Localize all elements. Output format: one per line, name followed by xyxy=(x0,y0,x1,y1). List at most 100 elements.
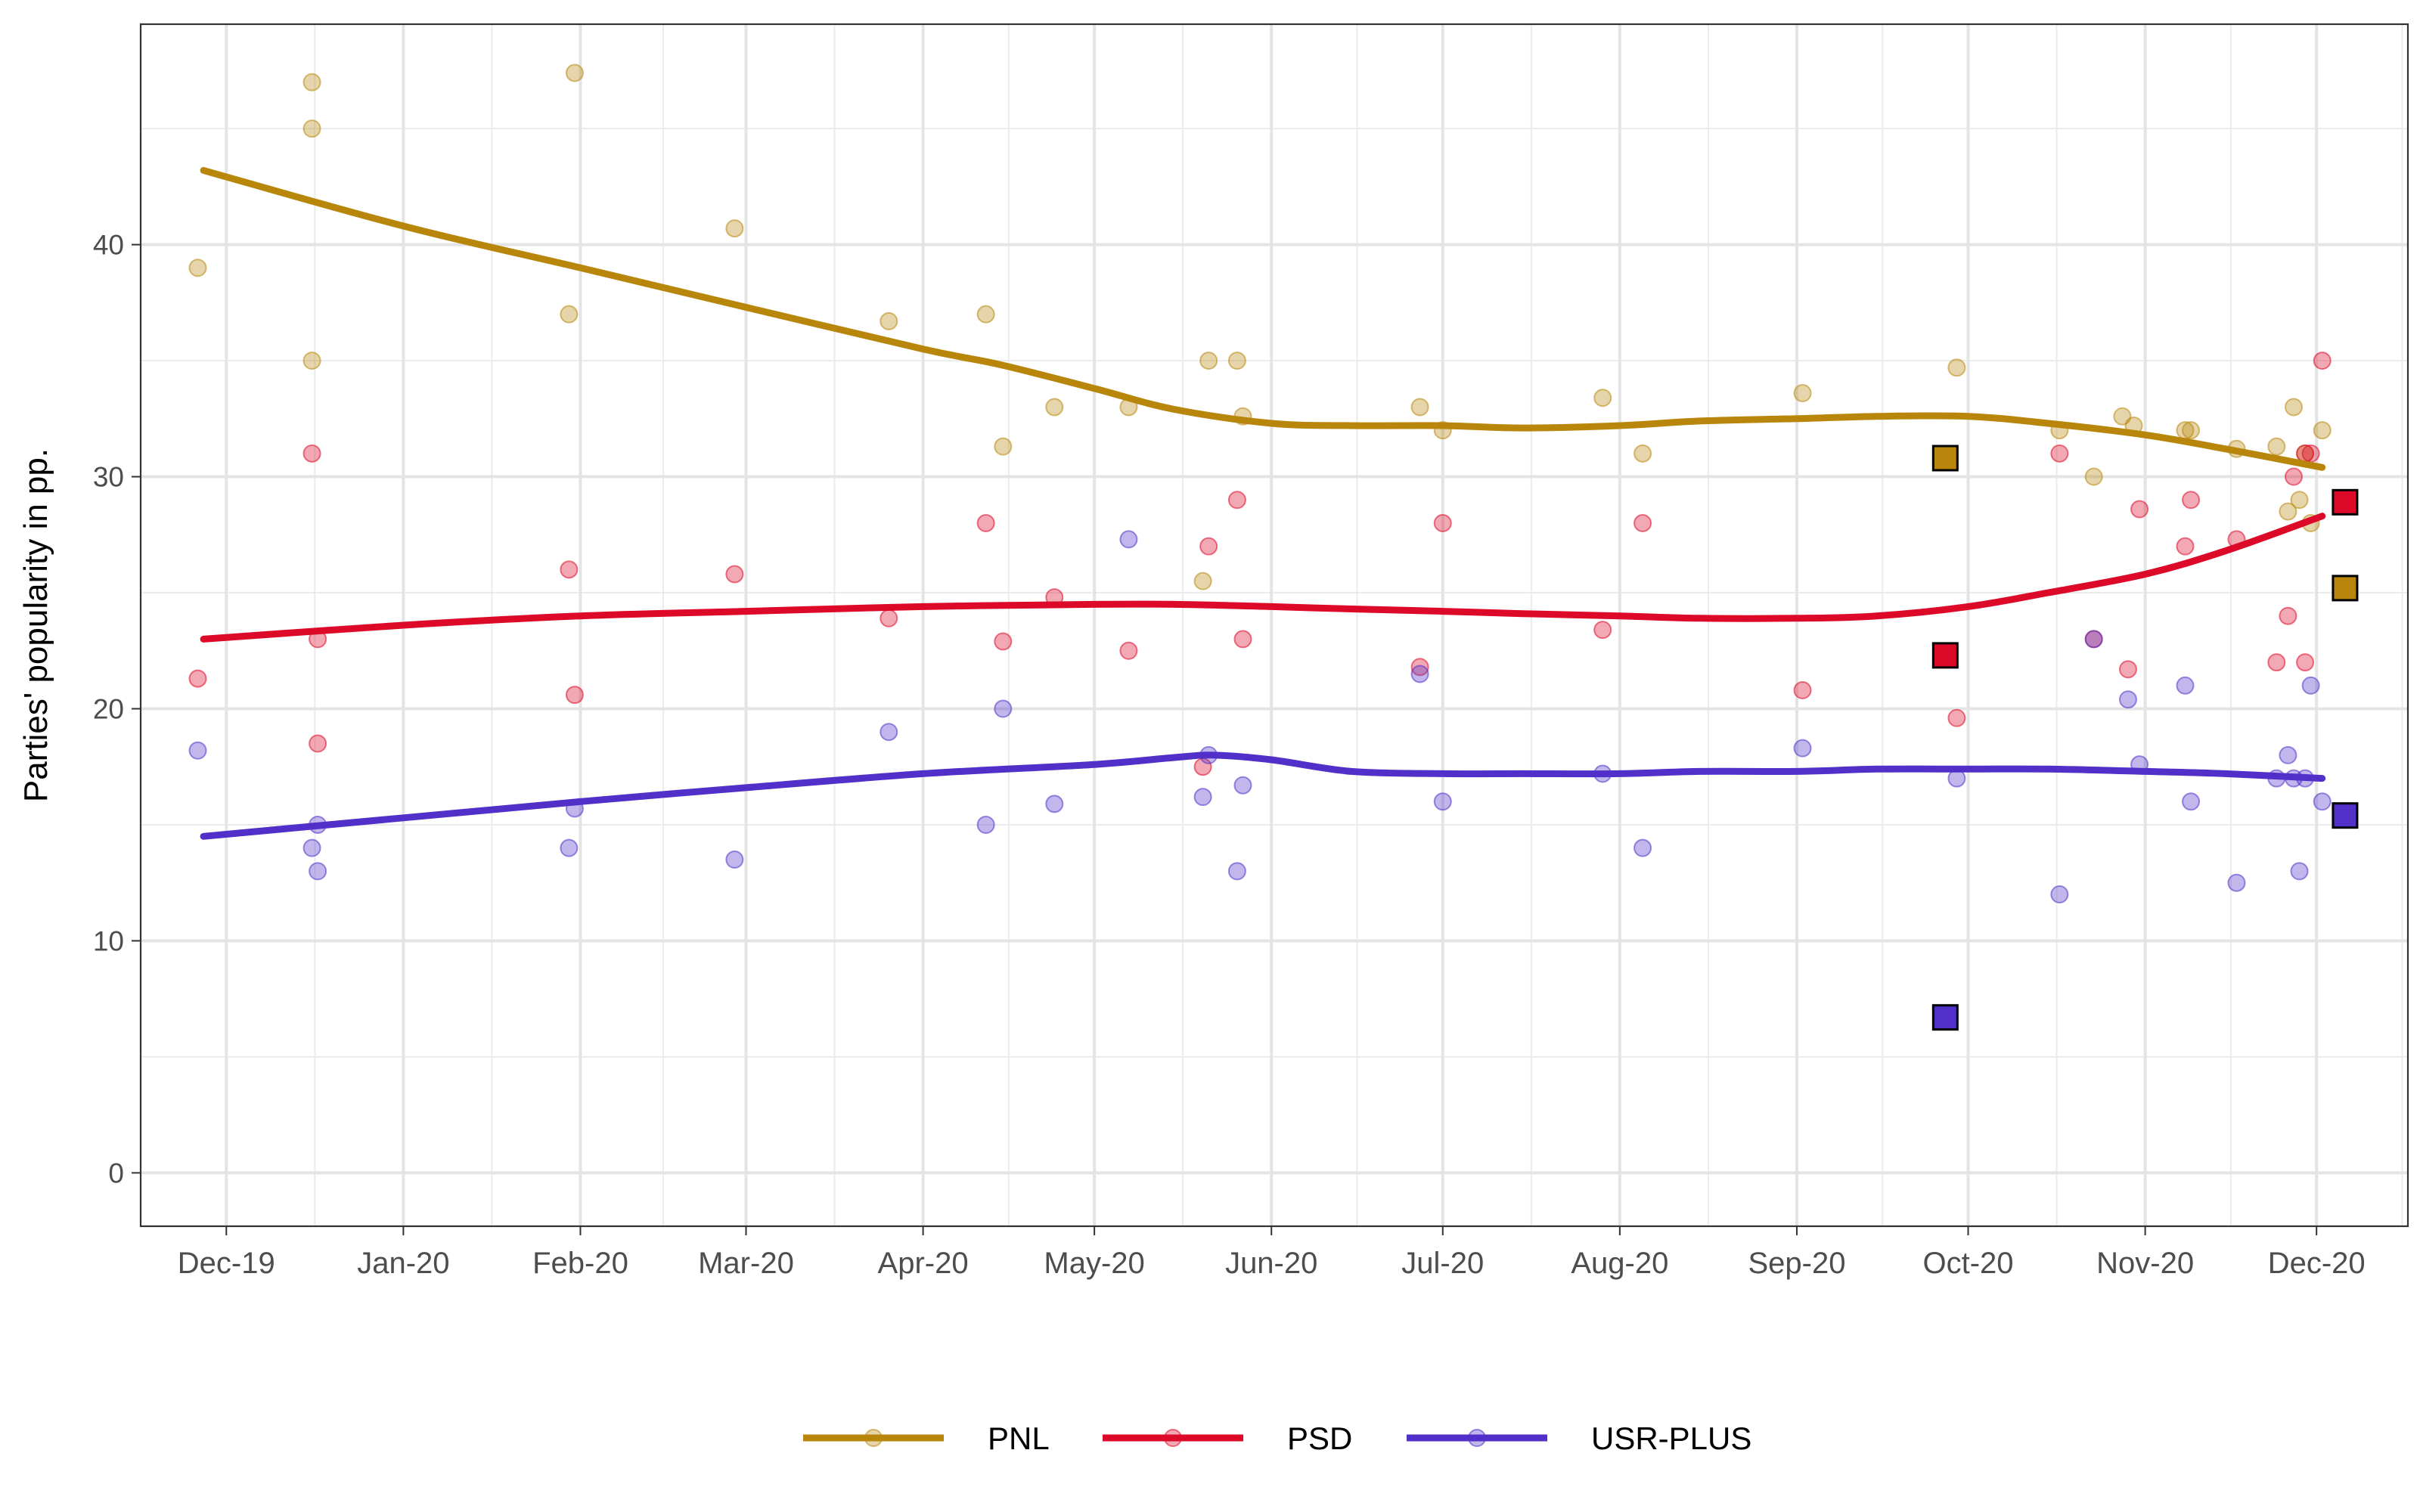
legend-key-point-usr-plus xyxy=(1468,1429,1486,1447)
x-tick-label: May-20 xyxy=(1044,1247,1144,1280)
legend-label-usr-plus: USR-PLUS xyxy=(1591,1421,1751,1456)
poll-point-usr-plus xyxy=(2118,690,2137,709)
poll-point-usr-plus xyxy=(1045,795,1064,813)
x-tick-label: Aug-20 xyxy=(1571,1247,1668,1280)
poll-point-usr-plus xyxy=(880,723,898,742)
poll-point-usr-plus xyxy=(1433,792,1452,811)
result-marker-psd xyxy=(2332,488,2359,516)
poll-point-pnl xyxy=(976,305,995,324)
result-markers xyxy=(1931,445,2359,1031)
poll-point-usr-plus xyxy=(188,741,207,760)
poll-point-psd xyxy=(1227,491,1246,510)
poll-point-usr-plus xyxy=(725,850,744,869)
result-marker-usr-plus xyxy=(1931,1004,1959,1031)
poll-point-usr-plus xyxy=(2176,676,2195,695)
poll-point-psd xyxy=(2267,653,2286,672)
plot-panel-border xyxy=(139,23,2409,1228)
y-tick-label: 0 xyxy=(108,1157,124,1188)
poll-point-pnl xyxy=(188,259,207,277)
x-tick-label: Nov-20 xyxy=(2096,1247,2194,1280)
x-tick-label: Oct-20 xyxy=(1923,1247,2014,1280)
poll-point-psd xyxy=(2050,444,2069,463)
x-tick-label: Jul-20 xyxy=(1401,1247,1484,1280)
legend-key-point-pnl xyxy=(864,1429,883,1447)
grid-minor xyxy=(141,24,2408,1226)
poll-point-pnl xyxy=(1947,358,1966,377)
poll-point-usr-plus xyxy=(1634,838,1652,857)
poll-point-usr-plus xyxy=(2279,745,2297,764)
poll-point-usr-plus xyxy=(2313,792,2332,811)
poll-point-usr-plus xyxy=(976,815,995,834)
x-tick-label: Sep-20 xyxy=(1748,1247,1845,1280)
y-tick-label: 10 xyxy=(93,925,124,956)
poll-point-psd xyxy=(2296,653,2315,672)
x-axis: Dec-19 Jan-20 Feb-20 Mar-20 Apr-20 May-20 Jun-… xyxy=(178,1226,2366,1280)
poll-point-psd xyxy=(1793,680,1812,699)
result-marker-pnl xyxy=(1931,445,1959,472)
poll-point-usr-plus xyxy=(1793,739,1812,758)
poll-point-pnl xyxy=(1227,352,1246,370)
poll-point-usr-plus xyxy=(1233,776,1252,795)
poll-point-usr-plus xyxy=(2050,885,2069,904)
poll-point-pnl xyxy=(302,119,321,138)
y-axis-label: Parties' popularity in pp. xyxy=(17,448,54,802)
poll-point-usr-plus xyxy=(1193,788,1212,807)
poll-point-usr-plus xyxy=(1119,530,1138,549)
poll-point-pnl xyxy=(1593,389,1612,407)
poll-point-usr-plus xyxy=(302,838,321,857)
poll-point-pnl xyxy=(302,73,321,91)
poll-point-psd xyxy=(2130,500,2149,519)
poll-point-usr-plus xyxy=(1947,769,1966,788)
poll-point-psd xyxy=(976,513,995,532)
trend-line-usr-plus xyxy=(200,751,2326,840)
y-axis: 0 10 20 30 40 xyxy=(93,230,141,1188)
poll-point-usr-plus xyxy=(994,699,1013,718)
poll-point-usr-plus xyxy=(2227,873,2246,892)
poll-point-pnl xyxy=(560,305,579,324)
poll-point-usr-plus xyxy=(560,838,579,857)
poll-point-usr-plus xyxy=(2182,792,2201,811)
poll-point-psd xyxy=(2284,467,2303,486)
poll-point-psd xyxy=(1593,621,1612,640)
poll-point-pnl xyxy=(2182,421,2201,440)
x-tick-label: Dec-20 xyxy=(2268,1247,2366,1280)
trend-lines xyxy=(200,166,2326,840)
x-tick-label: Apr-20 xyxy=(878,1247,969,1280)
poll-point-psd xyxy=(2182,491,2201,510)
result-marker-psd xyxy=(1931,642,1959,669)
poll-point-psd xyxy=(994,632,1013,651)
poll-point-pnl xyxy=(1793,384,1812,403)
poll-point-pnl xyxy=(1410,398,1429,417)
x-tick-label: Jun-20 xyxy=(1225,1247,1317,1280)
poll-point-pnl xyxy=(1193,572,1212,590)
poll-point-usr-plus xyxy=(2290,862,2309,881)
poll-point-pnl xyxy=(725,219,744,238)
poll-point-pnl xyxy=(2313,421,2332,440)
legend-label-pnl: PNL xyxy=(988,1421,1050,1456)
poll-point-pnl xyxy=(2267,437,2286,456)
trend-line-pnl xyxy=(200,166,2326,471)
poll-point-usr-plus xyxy=(309,862,327,881)
poll-point-psd xyxy=(309,734,327,753)
poll-point-psd xyxy=(565,686,584,705)
poll-point-pnl xyxy=(2084,467,2103,486)
poll-point-psd xyxy=(302,444,321,463)
poll-point-pnl xyxy=(565,64,584,82)
x-tick-label: Feb-20 xyxy=(532,1247,628,1280)
x-tick-label: Jan-20 xyxy=(357,1247,449,1280)
poll-point-pnl xyxy=(1199,352,1218,370)
poll-point-pnl xyxy=(880,311,898,330)
poll-point-usr-plus xyxy=(1410,665,1429,683)
trend-line-psd xyxy=(200,513,2326,643)
result-marker-pnl xyxy=(2332,575,2359,602)
legend-key-point-psd xyxy=(1164,1429,1182,1447)
poll-point-psd xyxy=(1233,630,1252,649)
poll-point-pnl xyxy=(1634,444,1652,463)
poll-point-usr-plus xyxy=(2084,630,2103,649)
poll-point-usr-plus xyxy=(1227,862,1246,881)
poll-point-psd xyxy=(1634,513,1652,532)
poll-point-pnl xyxy=(2290,491,2309,510)
poll-point-psd xyxy=(2118,660,2137,679)
poll-point-psd xyxy=(1410,658,1429,677)
